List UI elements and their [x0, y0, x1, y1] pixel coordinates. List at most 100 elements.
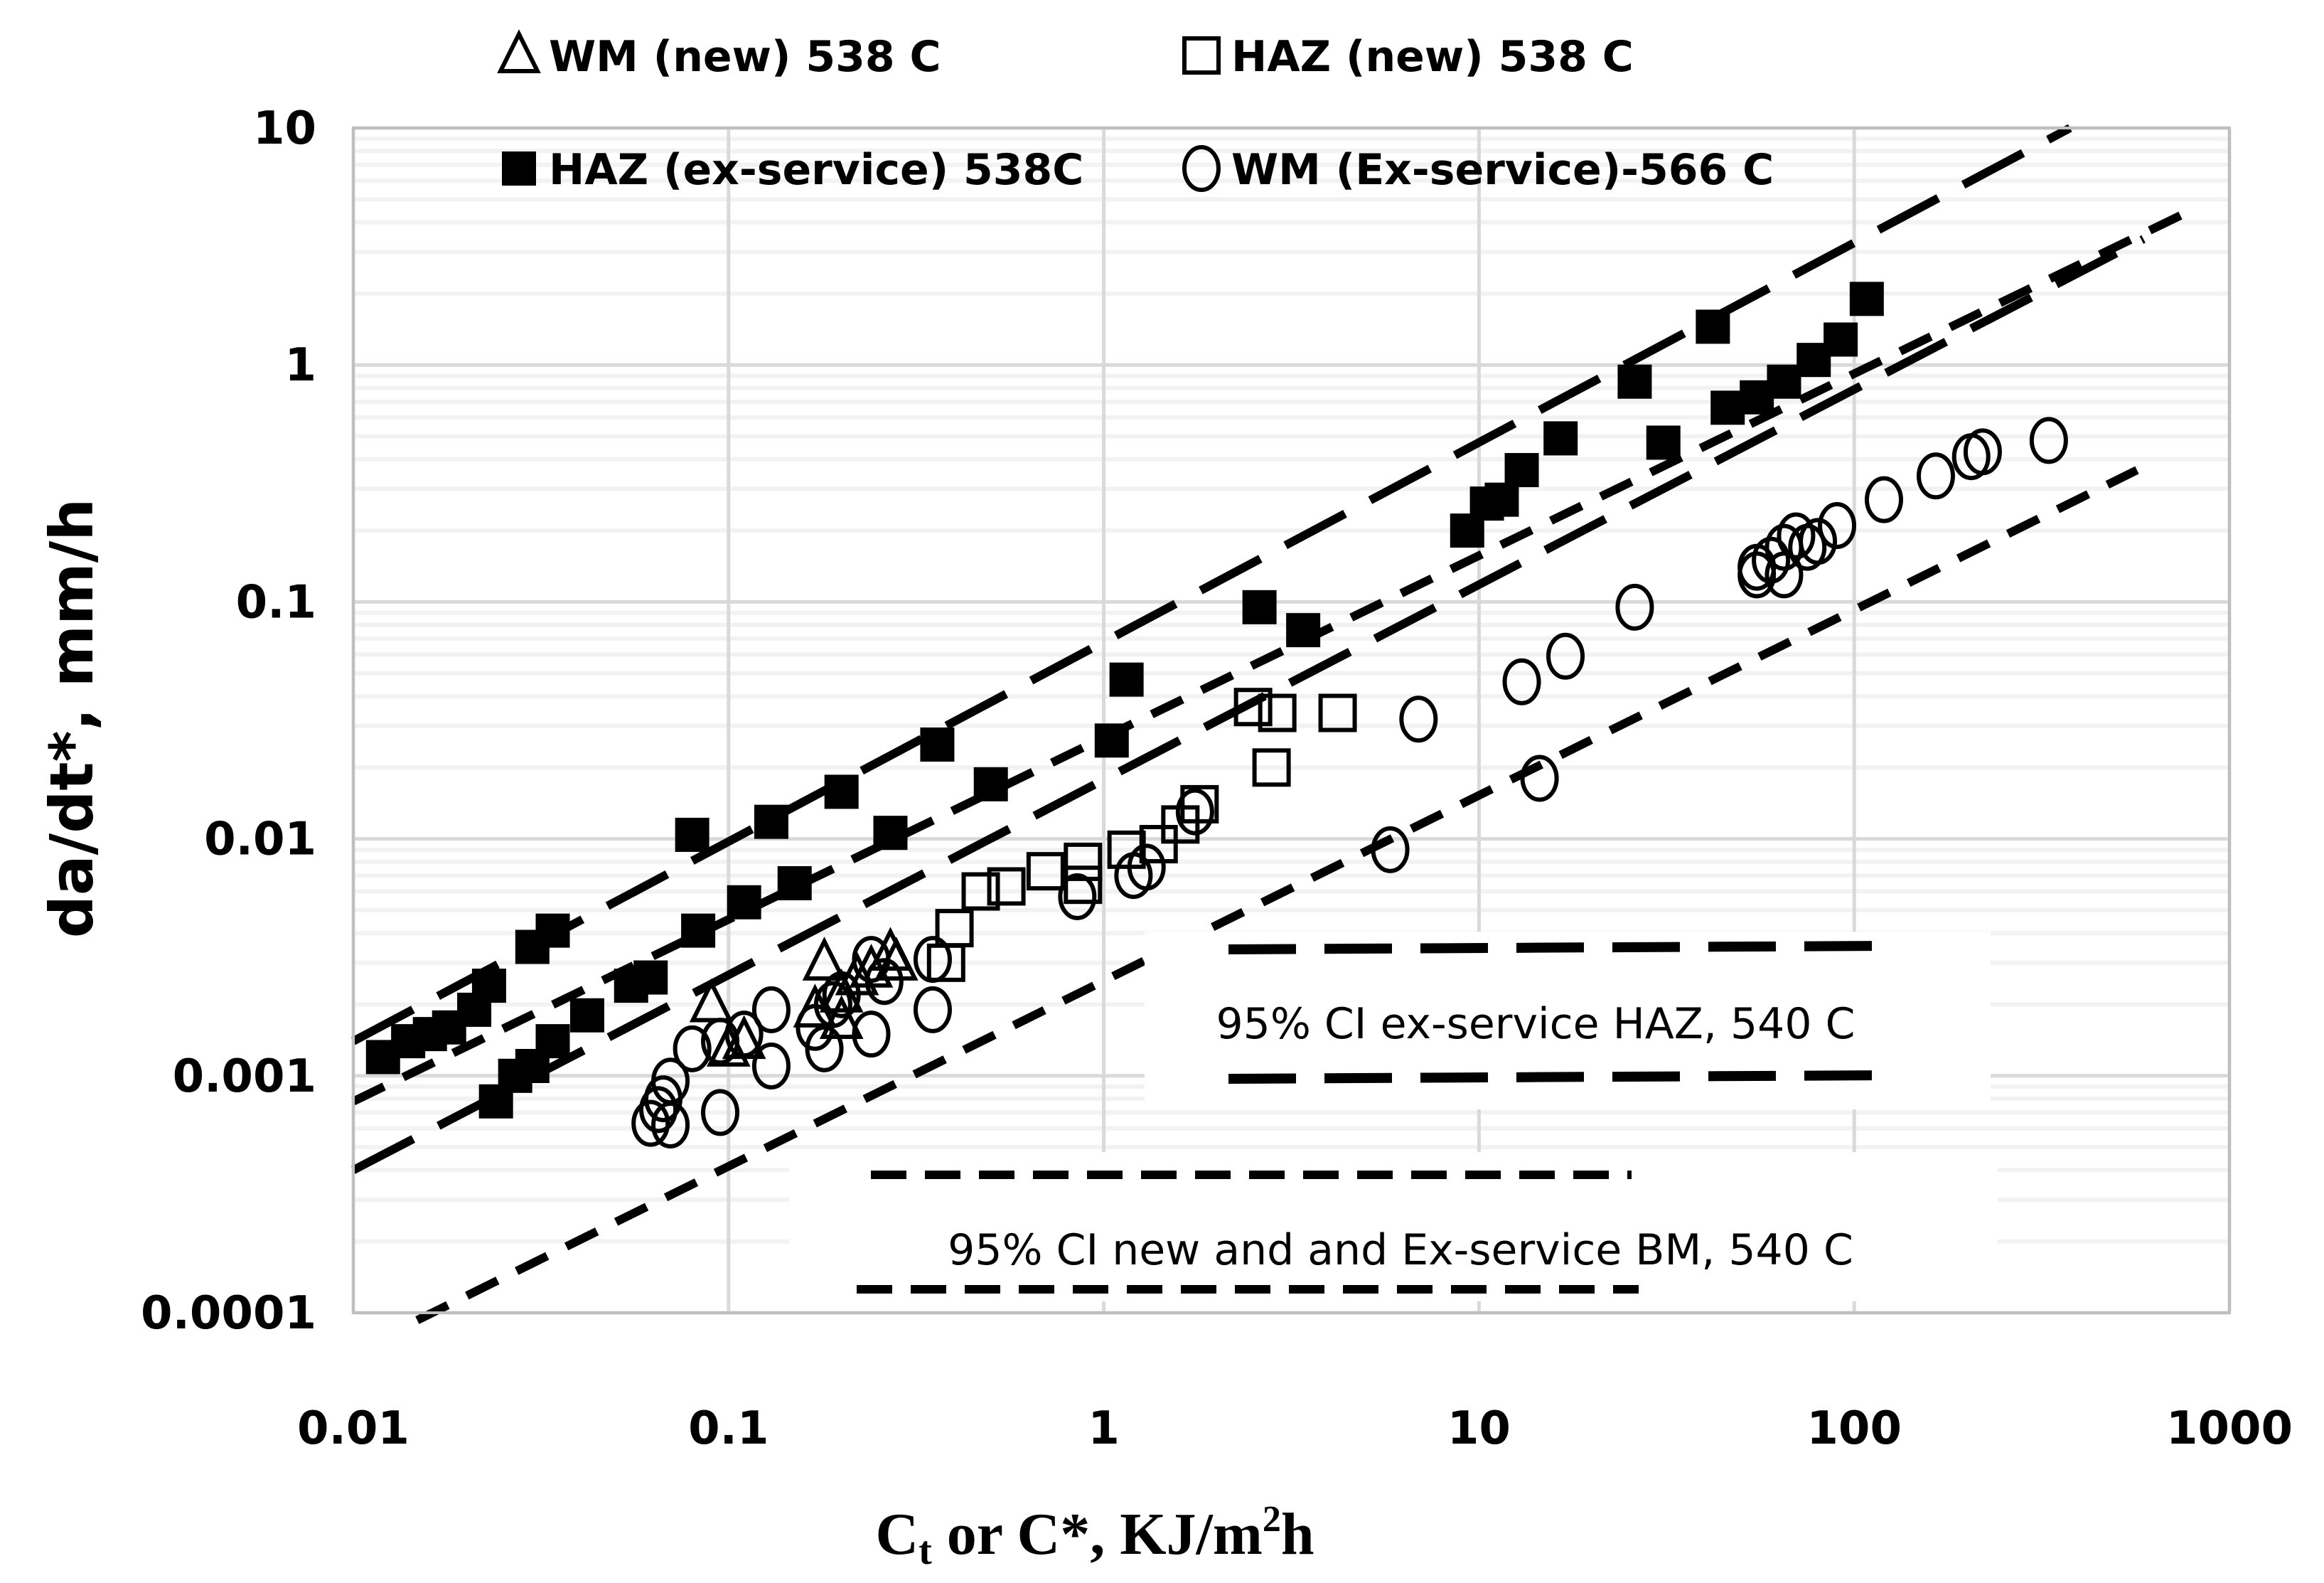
fit-lines [351, 124, 2198, 1324]
annotation-boxes: 95% CI ex-service HAZ, 540 C 95% CI new … [789, 932, 1998, 1301]
data-point [1064, 842, 1103, 881]
data-point [935, 909, 974, 948]
data-point [1399, 695, 1438, 743]
data-point [1175, 788, 1214, 836]
data-point [1646, 425, 1681, 460]
data-point [1752, 536, 1791, 584]
legend-label: WM (Ex-service)-566 C [1231, 145, 1774, 195]
data-point [1864, 476, 1903, 523]
data-point [689, 978, 734, 1023]
data-point [1242, 590, 1277, 624]
data-point [1824, 322, 1858, 357]
y-axis-title: da/dt*, mm/h [37, 499, 107, 938]
fit-line-short-dash [415, 466, 2139, 1324]
x-tick-label: 1 [1088, 1402, 1120, 1455]
data-point [673, 1025, 712, 1072]
data-point [1777, 512, 1816, 560]
x-title-rest: or C*, KJ/m [932, 1501, 1263, 1567]
y-tick-label: 10 [253, 102, 316, 155]
data-point [1520, 755, 1559, 802]
legend-label: WM (new) 538 C [549, 32, 941, 82]
series-open-circle [631, 417, 2068, 1148]
fit-line-long-dash [351, 124, 2072, 1045]
data-point [1139, 825, 1178, 864]
data-point [633, 960, 668, 995]
y-tick-label: 0.01 [204, 814, 316, 866]
legend-label: HAZ (ex-service) 538C [549, 145, 1083, 195]
x-tick-label: 0.01 [297, 1402, 409, 1455]
data-point [1058, 873, 1097, 920]
data-point [1109, 662, 1144, 697]
legend-marker-open-circle [1182, 145, 1221, 192]
y-tick-label: 1 [284, 339, 316, 392]
data-point [639, 1086, 678, 1134]
x-tick-label: 1000 [2166, 1402, 2293, 1455]
data-point [701, 1018, 740, 1065]
legend: WM (new) 538 C HAZ (new) 538 C HAZ (ex-ser… [497, 29, 1774, 195]
data-point [1484, 482, 1519, 517]
data-point [1963, 428, 2002, 476]
legend-label: HAZ (new) 538 C [1231, 32, 1634, 82]
annotation-bm-label: 95% CI new and and Ex-service BM, 540 C [948, 1225, 1853, 1275]
data-point [1710, 390, 1745, 425]
x-tick-label: 0.1 [688, 1402, 769, 1455]
y-tick-label: 0.1 [236, 576, 316, 629]
data-point [1818, 502, 1857, 550]
data-point [1180, 784, 1219, 824]
data-point [822, 971, 861, 1018]
annotation-dash-haz-top [1228, 941, 1888, 954]
data-point [535, 913, 570, 948]
data-point [1094, 723, 1129, 758]
annotation-haz-label: 95% CI ex-service HAZ, 540 C [1216, 999, 1855, 1049]
data-point [471, 969, 506, 1003]
data-points [365, 282, 2068, 1148]
fit-line-short-dash [351, 203, 2198, 1106]
data-point [824, 774, 859, 809]
data-point [873, 816, 908, 851]
data-point [987, 867, 1026, 906]
data-point [1767, 364, 1801, 399]
data-point [1026, 852, 1065, 891]
data-point [1546, 632, 1585, 680]
data-point [1502, 658, 1541, 705]
data-point [754, 804, 788, 839]
data-point [1318, 693, 1357, 732]
data-point [727, 885, 761, 920]
data-point [1233, 688, 1273, 727]
data-point [1543, 421, 1578, 456]
plot-frame [352, 127, 2231, 1314]
x-title-sup: 2 [1263, 1499, 1281, 1540]
data-point [852, 1011, 891, 1058]
data-point [1615, 583, 1654, 631]
data-point [913, 986, 952, 1033]
tick-labels: 0.01 0.1 1 10 100 1000 0.0001 0.001 0.01 0.1 1 10 [141, 102, 2293, 1455]
x-title-end: h [1281, 1501, 1314, 1567]
data-point [777, 865, 812, 900]
data-point [920, 727, 955, 762]
data-point [1371, 826, 1410, 873]
x-axis-title: Ct or C*, KJ/m2h [875, 1499, 1314, 1573]
data-point [724, 1011, 764, 1058]
data-point [1286, 613, 1321, 648]
data-point [813, 981, 852, 1028]
x-title-c: C [875, 1501, 919, 1567]
y-tick-label: 0.001 [173, 1050, 316, 1103]
x-tick-label: 100 [1806, 1402, 1902, 1455]
data-point [1617, 364, 1652, 399]
data-point [675, 817, 709, 852]
data-point [535, 1024, 570, 1059]
x-title-sub: t [919, 1529, 932, 1573]
data-point [1696, 309, 1730, 344]
data-point [751, 986, 791, 1033]
data-point [1504, 453, 1539, 488]
data-point [1252, 748, 1291, 787]
data-point [751, 1043, 791, 1090]
data-point [973, 767, 1008, 801]
data-point [681, 913, 716, 948]
legend-marker-open-square [1182, 36, 1221, 75]
data-point [805, 1025, 844, 1072]
data-point [631, 1099, 670, 1147]
data-point [802, 937, 847, 981]
data-point [1799, 518, 1838, 565]
